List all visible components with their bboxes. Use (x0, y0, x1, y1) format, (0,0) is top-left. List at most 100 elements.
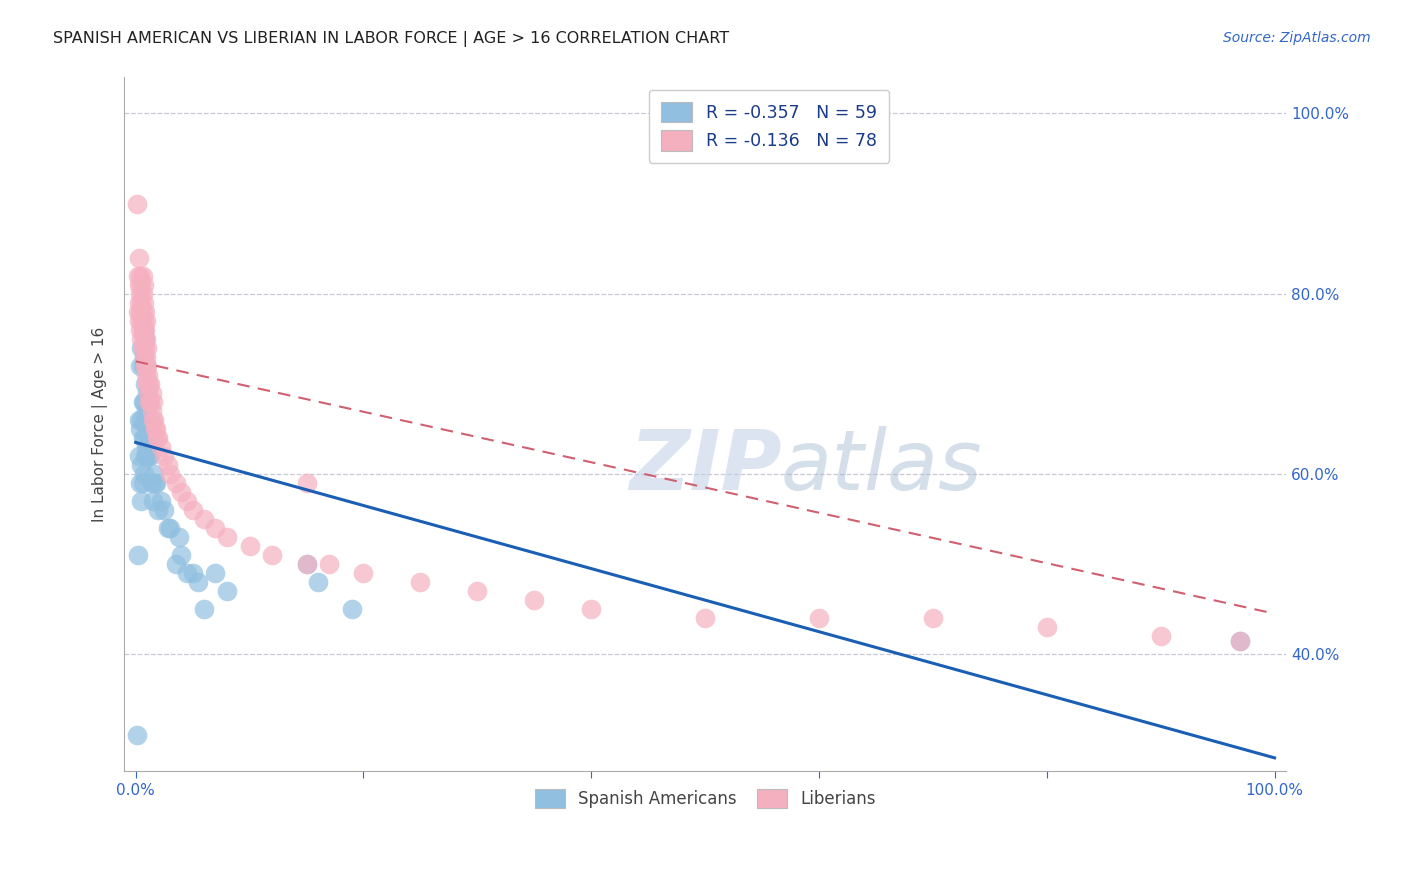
Point (136, 413, 159, 427)
Point (1229, 633, 1251, 648)
Legend: Spanish Americans, Liberians: Spanish Americans, Liberians (529, 782, 882, 815)
Point (204, 521, 226, 535)
Point (131, 413, 153, 427)
Point (159, 521, 181, 535)
Y-axis label: In Labor Force | Age > 16: In Labor Force | Age > 16 (93, 326, 108, 522)
Point (143, 422, 166, 436)
Point (127, 305, 149, 319)
Point (131, 458, 153, 472)
Point (132, 277, 155, 292)
Point (129, 359, 152, 373)
Point (135, 368, 157, 382)
Point (128, 449, 150, 463)
Point (262, 548, 284, 562)
Point (142, 413, 165, 427)
Point (142, 395, 165, 409)
Point (187, 575, 209, 590)
Point (165, 557, 187, 571)
Point (138, 431, 160, 445)
Point (132, 332, 155, 346)
Point (176, 566, 198, 581)
Point (141, 475, 163, 490)
Point (156, 458, 179, 472)
Point (170, 548, 193, 562)
Point (340, 602, 363, 616)
Point (136, 376, 159, 391)
Point (134, 449, 156, 463)
Point (131, 341, 153, 355)
Text: ZIP: ZIP (630, 425, 782, 507)
Text: atlas: atlas (780, 425, 983, 507)
Point (156, 521, 179, 535)
Point (131, 268, 153, 283)
Point (922, 611, 945, 625)
Point (467, 584, 489, 599)
Point (165, 475, 187, 490)
Point (128, 277, 150, 292)
Point (134, 413, 156, 427)
Point (138, 376, 160, 391)
Point (143, 475, 166, 490)
Point (148, 503, 170, 517)
Point (215, 584, 238, 599)
Point (170, 485, 193, 500)
Point (295, 475, 318, 490)
Point (148, 431, 170, 445)
Point (125, 196, 148, 211)
Point (135, 350, 157, 364)
Point (145, 422, 167, 436)
Point (142, 413, 165, 427)
Point (129, 475, 152, 490)
Point (132, 323, 155, 337)
Point (307, 575, 329, 590)
Point (131, 286, 153, 301)
Point (138, 395, 160, 409)
Point (132, 350, 155, 364)
Point (132, 431, 155, 445)
Point (1150, 629, 1173, 643)
Point (1036, 620, 1059, 634)
Point (131, 323, 153, 337)
Point (136, 413, 159, 427)
Point (204, 566, 226, 581)
Point (176, 494, 198, 508)
Point (145, 475, 167, 490)
Point (149, 440, 172, 454)
Point (142, 494, 165, 508)
Point (181, 566, 204, 581)
Point (127, 268, 149, 283)
Point (135, 314, 157, 328)
Point (129, 422, 152, 436)
Point (128, 314, 150, 328)
Point (295, 557, 318, 571)
Point (131, 395, 153, 409)
Point (167, 530, 190, 544)
Point (131, 305, 153, 319)
Point (808, 611, 831, 625)
Point (146, 431, 169, 445)
Point (149, 494, 172, 508)
Point (695, 611, 717, 625)
Point (193, 602, 215, 616)
Point (136, 449, 159, 463)
Point (581, 602, 603, 616)
Point (139, 395, 162, 409)
Point (318, 557, 340, 571)
Point (135, 359, 157, 373)
Point (131, 359, 153, 373)
Point (295, 557, 318, 571)
Point (129, 305, 152, 319)
Point (127, 548, 149, 562)
Point (134, 376, 156, 391)
Point (129, 286, 152, 301)
Point (125, 728, 148, 742)
Point (215, 530, 238, 544)
Point (129, 323, 152, 337)
Point (128, 251, 150, 265)
Point (139, 449, 162, 463)
Point (128, 295, 150, 310)
Text: Source: ZipAtlas.com: Source: ZipAtlas.com (1223, 31, 1371, 45)
Point (136, 385, 159, 400)
Point (136, 385, 159, 400)
Point (136, 359, 159, 373)
